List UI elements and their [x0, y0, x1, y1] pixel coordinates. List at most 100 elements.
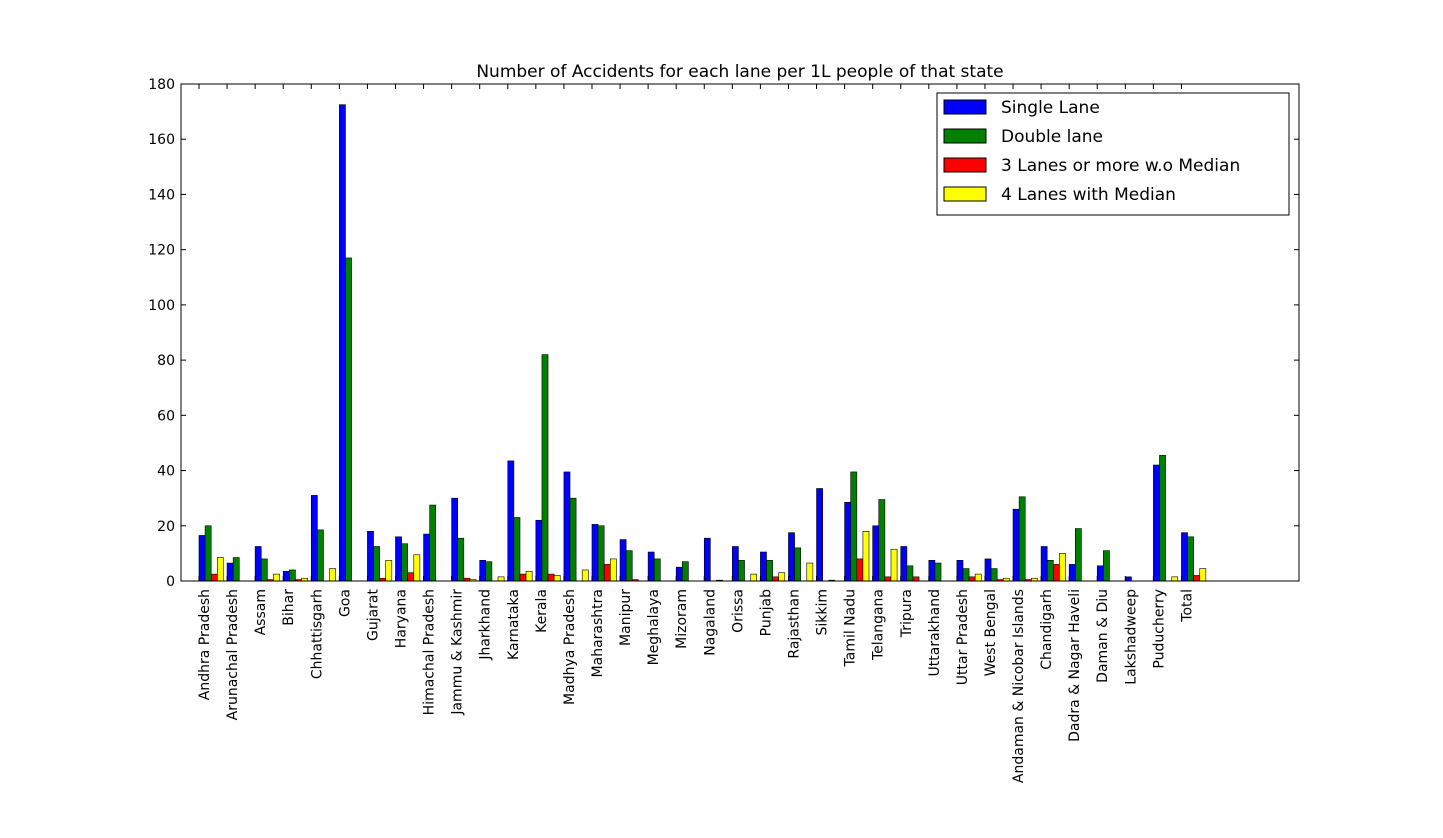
bar-0-16: [647, 551, 655, 582]
bar-1-5: [345, 257, 352, 582]
bar-3-7: [413, 554, 421, 582]
bar-0-4: [310, 495, 318, 582]
x-tick-label-8: Himachal Pradesh: [422, 589, 438, 715]
bar-3-24: [890, 548, 898, 582]
bar-1-16: [653, 558, 661, 582]
x-tick-label-24: Telangana: [871, 589, 887, 661]
y-tick-label-0: 0: [166, 574, 175, 590]
chart-title: Number of Accidents for each lane per 1L…: [476, 62, 1003, 82]
bar-0-28: [984, 558, 992, 582]
legend: Single Lane Double lane 3 Lanes or more w.…: [936, 92, 1290, 216]
bar-0-27: [956, 559, 964, 582]
bar-0-35: [1181, 532, 1188, 582]
bar-1-3: [289, 569, 296, 582]
y-tick-label-7: 140: [148, 187, 175, 203]
bar-2-14: [603, 564, 611, 582]
x-tick-label-33: Lakshadweep: [1123, 589, 1139, 685]
bar-2-20: [772, 576, 779, 582]
bar-1-6: [373, 546, 380, 582]
legend-label-2: 3 Lanes or more w.o Median: [1001, 156, 1240, 176]
x-tick-label-0: Andhra Pradesh: [197, 589, 213, 700]
bar-1-11: [513, 517, 521, 582]
x-tick-label-22: Sikkim: [815, 589, 831, 636]
bar-0-9: [451, 497, 459, 582]
bar-1-35: [1187, 536, 1194, 582]
bar-1-0: [204, 525, 212, 582]
legend-swatch-1: [943, 128, 987, 144]
x-axis: Andhra Pradesh Arunachal Pradesh Assam Biha…: [197, 84, 1195, 783]
bar-0-0: [198, 535, 206, 582]
x-tick-label-29: Andaman & Nicobar Islands: [1011, 589, 1027, 783]
bar-0-21: [788, 532, 795, 582]
bar-0-24: [872, 525, 880, 582]
y-tick-label-4: 80: [157, 353, 175, 369]
legend-swatch-3: [943, 186, 987, 202]
bar-1-31: [1074, 528, 1082, 582]
bar-2-24: [884, 576, 892, 582]
bar-3-12: [553, 575, 561, 582]
bar-1-10: [485, 561, 493, 582]
bar-3-30: [1059, 553, 1066, 582]
y-tick-label-5: 100: [148, 298, 175, 314]
y-tick-label-9: 180: [148, 77, 175, 93]
bar-1-19: [738, 559, 745, 582]
bar-1-17: [681, 561, 689, 582]
bar-0-29: [1012, 508, 1020, 582]
bar-0-23: [844, 502, 852, 582]
bar-0-8: [423, 533, 430, 582]
legend-label-1: Double lane: [1001, 127, 1103, 147]
x-tick-label-6: Gujarat: [365, 588, 381, 641]
bar-3-10: [497, 576, 505, 582]
bar-0-12: [535, 519, 543, 582]
bar-1-27: [962, 568, 970, 582]
bar-1-34: [1159, 455, 1166, 582]
bar-1-15: [625, 550, 633, 582]
bar-0-26: [928, 559, 936, 582]
bar-0-34: [1153, 464, 1160, 582]
bar-0-25: [900, 546, 908, 582]
bar-3-27: [974, 573, 982, 582]
bars-layer: [198, 104, 1207, 582]
x-tick-label-20: Punjab: [758, 589, 774, 636]
x-tick-label-25: Tripura: [899, 589, 915, 638]
bar-3-34: [1171, 576, 1179, 582]
x-tick-label-3: Bihar: [281, 589, 297, 626]
bar-0-7: [395, 536, 402, 582]
bar-2-35: [1193, 575, 1201, 582]
bar-1-7: [401, 543, 408, 582]
bar-1-14: [597, 525, 605, 582]
y-tick-label-1: 20: [157, 519, 175, 535]
bar-3-14: [609, 558, 617, 582]
x-tick-label-1: Arunachal Pradesh: [225, 589, 241, 720]
bar-1-25: [906, 565, 914, 582]
bar-2-11: [519, 573, 527, 582]
bar-0-1: [226, 562, 234, 582]
x-tick-label-34: Puducherry: [1151, 589, 1167, 669]
x-tick-label-16: Meghalaya: [646, 589, 662, 665]
y-tick-label-3: 60: [157, 408, 175, 424]
bar-1-32: [1103, 550, 1110, 582]
bar-1-24: [878, 499, 886, 582]
bar-3-19: [750, 573, 758, 582]
bar-1-8: [429, 504, 437, 582]
bar-2-7: [407, 572, 415, 582]
x-tick-label-35: Total: [1179, 589, 1195, 623]
x-tick-label-27: Uttar Pradesh: [955, 589, 971, 685]
bar-2-0: [210, 573, 218, 582]
legend-swatch-0: [943, 99, 987, 115]
bar-2-27: [968, 576, 976, 582]
x-tick-label-11: Karnataka: [506, 589, 522, 660]
bar-3-13: [581, 569, 589, 582]
bar-0-10: [479, 559, 487, 582]
y-axis: 0 20 40 60 80 100 120 140 160 180: [148, 77, 1299, 590]
bar-2-23: [856, 558, 864, 582]
bar-3-0: [217, 557, 224, 582]
x-tick-label-5: Goa: [337, 589, 353, 617]
bar-1-26: [934, 562, 942, 582]
x-tick-label-14: Maharashtra: [590, 589, 606, 677]
x-tick-label-9: Jammu & Kashmir: [450, 589, 466, 716]
bar-3-35: [1199, 568, 1207, 582]
y-tick-label-2: 40: [157, 464, 175, 480]
y-tick-label-8: 160: [148, 132, 175, 148]
x-tick-label-21: Rajasthan: [786, 589, 802, 659]
